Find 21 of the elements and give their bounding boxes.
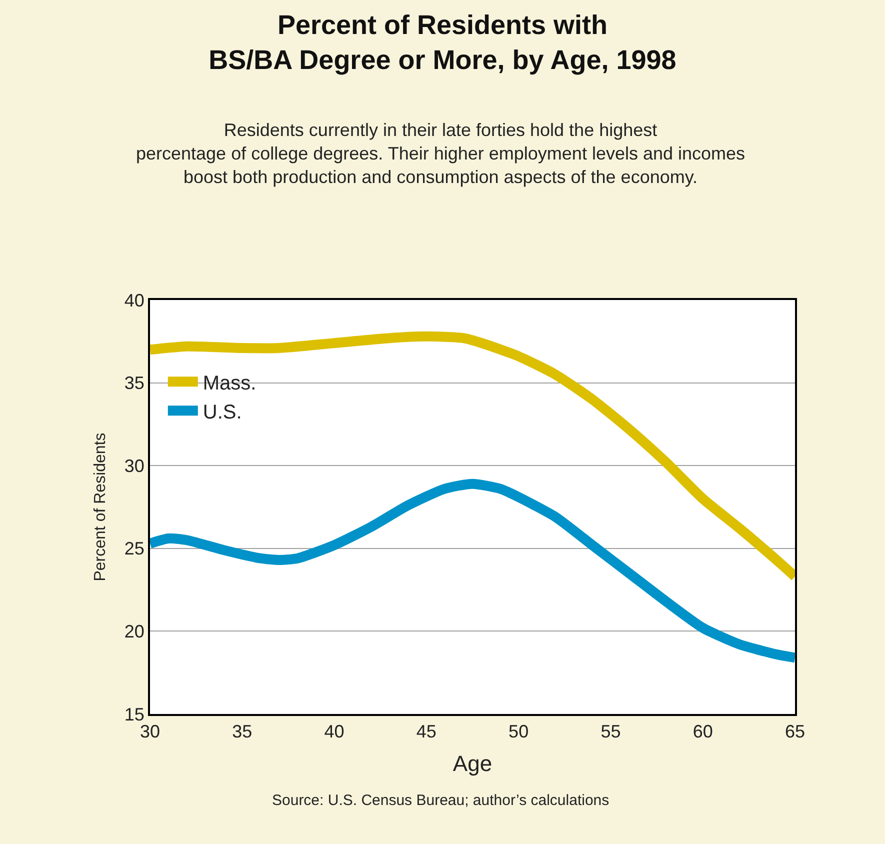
y-tick-label: 15 xyxy=(124,704,144,724)
legend-label: Mass. xyxy=(202,372,256,394)
chart-title: Percent of Residents with BS/BA Degree or More, by Age, 1998 xyxy=(208,10,676,75)
y-axis-title: Percent of Residents xyxy=(92,432,109,582)
y-tick-label: 25 xyxy=(124,538,144,559)
y-tick-label: 40 xyxy=(124,290,144,310)
y-tick-label: 30 xyxy=(124,456,144,476)
y-tick-label: 20 xyxy=(124,622,144,642)
x-tick-label: 50 xyxy=(508,722,529,742)
x-tick-label: 65 xyxy=(784,722,806,742)
chart-subtitle: Residents currently in their late forties hold the highest percentage of college degrees. Their higher employment levels and incomes boost both production and consumption aspects of the economy. xyxy=(136,120,746,187)
x-tick-label: 35 xyxy=(232,722,252,742)
y-tick-label: 35 xyxy=(124,373,144,394)
x-tick-label: 55 xyxy=(600,722,621,742)
x-tick-label: 60 xyxy=(692,722,713,742)
x-tick-label: 40 xyxy=(324,722,344,742)
legend-label: U.S. xyxy=(202,401,242,424)
source-note: Source: U.S. Census Bureau; author’s calculations xyxy=(272,792,610,809)
x-tick-label: 30 xyxy=(140,722,160,742)
x-axis-title: Age xyxy=(452,751,492,776)
x-tick-label: 45 xyxy=(416,722,436,742)
